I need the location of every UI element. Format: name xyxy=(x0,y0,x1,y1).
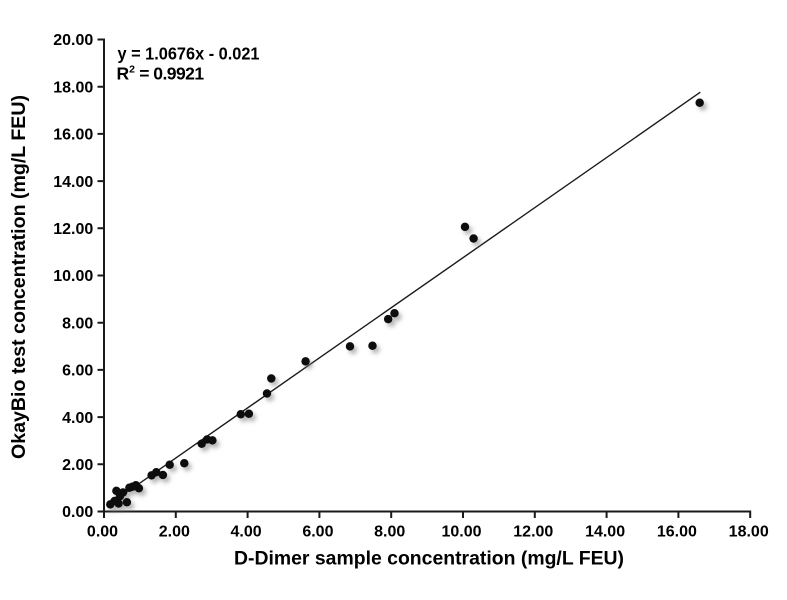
svg-text:14.00: 14.00 xyxy=(585,524,625,541)
svg-text:0.00: 0.00 xyxy=(87,524,118,541)
svg-text:y = 1.0676x - 0.021: y = 1.0676x - 0.021 xyxy=(118,44,260,64)
svg-text:D-Dimer sample concentration (: D-Dimer sample concentration (mg/L FEU) xyxy=(234,548,624,570)
svg-text:16.00: 16.00 xyxy=(53,127,93,144)
svg-text:18.00: 18.00 xyxy=(729,524,769,541)
svg-text:6.00: 6.00 xyxy=(302,524,333,541)
svg-text:12.00: 12.00 xyxy=(53,221,93,238)
svg-text:18.00: 18.00 xyxy=(53,79,93,96)
svg-text:10.00: 10.00 xyxy=(53,268,93,285)
svg-text:10.00: 10.00 xyxy=(441,524,481,541)
svg-text:12.00: 12.00 xyxy=(513,524,553,541)
svg-text:4.00: 4.00 xyxy=(231,524,262,541)
svg-text:R2 = 0.9921: R2 = 0.9921 xyxy=(117,63,205,83)
svg-text:OkayBio test concentration (mg: OkayBio test concentration (mg/L FEU) xyxy=(8,95,30,459)
svg-text:0.00: 0.00 xyxy=(62,504,93,521)
svg-text:8.00: 8.00 xyxy=(62,315,93,332)
svg-text:2.00: 2.00 xyxy=(159,524,190,541)
svg-text:20.00: 20.00 xyxy=(53,32,93,49)
svg-text:16.00: 16.00 xyxy=(657,524,697,541)
svg-text:14.00: 14.00 xyxy=(53,174,93,191)
svg-text:4.00: 4.00 xyxy=(62,410,93,427)
svg-text:8.00: 8.00 xyxy=(374,524,405,541)
svg-text:2.00: 2.00 xyxy=(62,457,93,474)
svg-text:6.00: 6.00 xyxy=(62,363,93,380)
